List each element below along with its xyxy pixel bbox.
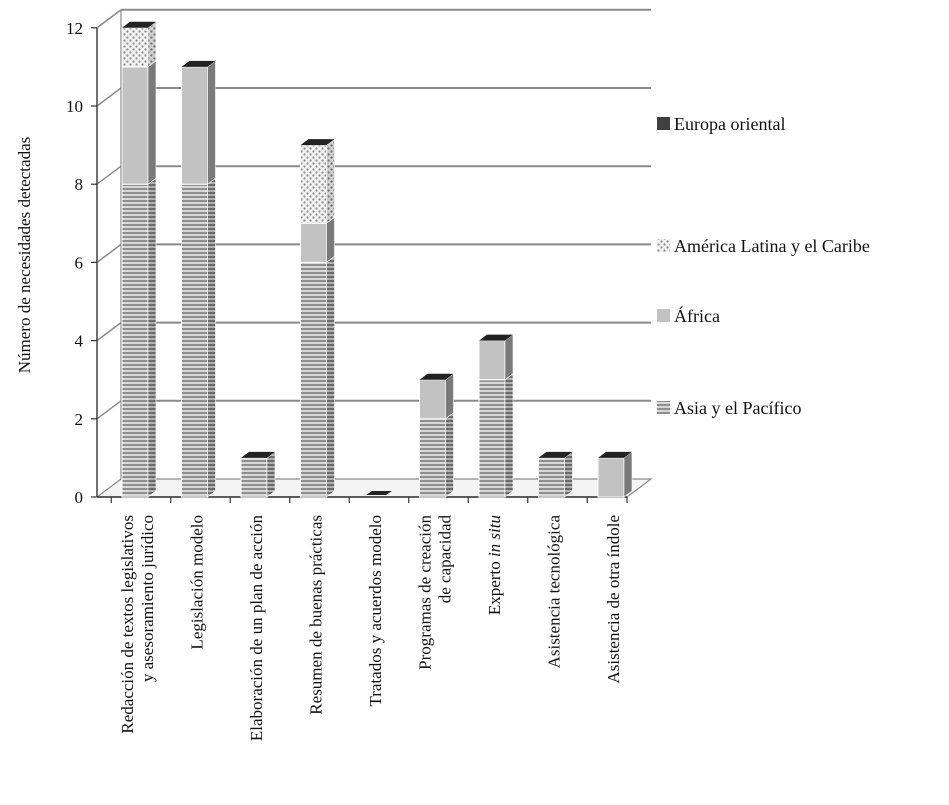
y-tick-label: 6	[75, 253, 84, 272]
y-tick-label: 4	[75, 332, 84, 351]
bar-segment	[121, 183, 149, 498]
gridline-depth	[96, 400, 122, 420]
bar-segment	[538, 457, 565, 498]
bar-segment-side	[147, 177, 157, 498]
legend-swatch	[657, 401, 670, 414]
legend-label: Europa oriental	[674, 114, 785, 134]
bar-segment-side	[326, 255, 335, 498]
gridline-depth	[96, 9, 122, 29]
legend-item: América Latina y el Caribe	[657, 236, 870, 256]
y-axis-label: Número de necesidades detectadas	[15, 137, 34, 373]
legend-swatch	[657, 117, 670, 130]
x-tick-label-line: Elaboración de un plan de acción	[247, 515, 266, 742]
gridlines	[96, 8, 651, 420]
y-tick-label: 10	[66, 97, 83, 116]
bar-segment-side	[504, 334, 514, 381]
bar-top	[300, 139, 335, 146]
bar-segment-side	[564, 451, 573, 498]
x-tick-label-line: Resumen de buenas prácticas	[307, 515, 326, 715]
bar-top	[122, 21, 156, 28]
bar-segment-side	[266, 451, 276, 498]
bar-segment	[478, 340, 506, 381]
legend-item: Asia y el Pacífico	[657, 398, 801, 418]
y-tick-labels: 0 2 4 6 8 10 12	[66, 19, 84, 507]
bar-segment	[419, 379, 446, 420]
bar-segment-side	[504, 373, 514, 498]
bar-segment-side	[326, 216, 335, 263]
y-tick-label: 12	[66, 19, 83, 38]
legend-item: Europa oriental	[657, 114, 785, 134]
legend-swatch	[657, 309, 670, 322]
bar-segment	[300, 144, 327, 224]
bars	[121, 21, 633, 498]
bar-top	[479, 334, 513, 341]
x-tick-label-line: Experto in situ	[485, 515, 504, 615]
legend-label: Asia y el Pacífico	[674, 398, 801, 418]
x-tick-label: Resumen de buenas prácticas	[307, 515, 326, 715]
x-tick-label: Asistencia tecnológica	[545, 515, 564, 669]
bar-segment	[300, 261, 327, 498]
x-tick-label-line: de capacidad	[436, 515, 455, 604]
bar-segment	[478, 379, 506, 498]
x-tick-label: Asistencia de otra índole	[604, 515, 623, 684]
x-tick-label-line: y asesoramiento jurídico	[138, 515, 157, 682]
bar-segment	[181, 183, 208, 498]
legend-swatch	[657, 239, 670, 252]
y-tick-label: 8	[75, 175, 84, 194]
bar-segment	[300, 222, 327, 263]
bar-top	[241, 451, 275, 458]
bar-segment	[181, 66, 208, 185]
gridline-depth	[96, 165, 122, 185]
bar-top	[419, 373, 454, 380]
legend-label: África	[674, 305, 720, 326]
x-tick-label: Legislación modelo	[188, 515, 207, 650]
bar-top	[181, 60, 216, 67]
x-tick-label-line: Legislación modelo	[188, 515, 207, 650]
legend: Europa oriental América Latina y el Carib…	[657, 114, 870, 418]
x-tick-labels: Redacción de textos legislativos y asesor…	[118, 515, 623, 742]
bar-segment-side	[326, 138, 335, 224]
bar-segment	[419, 418, 446, 498]
gridline-depth	[96, 322, 122, 342]
bar-segment-side	[147, 21, 157, 68]
x-tick-label-line: Asistencia de otra índole	[604, 515, 623, 684]
bar-segment	[121, 66, 149, 185]
gridline-depth	[96, 243, 122, 263]
bar-segment-side	[445, 373, 454, 420]
bar-top	[366, 491, 392, 495]
bar-segment-side	[445, 412, 454, 498]
x-tick-label-line: Redacción de textos legislativos	[118, 515, 137, 734]
bar-top	[598, 451, 632, 458]
x-tick-label-line: Programas de creación	[416, 515, 435, 670]
y-tick-label: 0	[75, 488, 84, 507]
x-tick-label-line: Tratados y acuerdos modelo	[366, 515, 385, 707]
legend-label: América Latina y el Caribe	[674, 236, 870, 256]
bar-segment	[597, 457, 625, 498]
bar-segment	[121, 27, 149, 68]
x-tick-label: Elaboración de un plan de acción	[247, 515, 266, 742]
bar-segment-side	[207, 60, 216, 185]
gridline-depth	[96, 87, 122, 107]
bar-top	[538, 451, 573, 458]
bar-segment	[240, 457, 268, 498]
y-tick-label: 2	[75, 410, 84, 429]
legend-item: África	[657, 305, 720, 326]
x-tick-label: Programas de creación de capacidad	[416, 515, 455, 670]
x-tick-label: Redacción de textos legislativos y asesor…	[118, 515, 157, 734]
bar-segment-side	[147, 60, 157, 185]
bar-segment-side	[623, 451, 633, 498]
x-tick-label: Tratados y acuerdos modelo	[366, 515, 385, 707]
axes	[91, 9, 653, 503]
x-tick-label: Experto in situ	[485, 515, 504, 615]
x-tick-label-line: Asistencia tecnológica	[545, 515, 564, 669]
bar-segment-side	[207, 177, 216, 498]
